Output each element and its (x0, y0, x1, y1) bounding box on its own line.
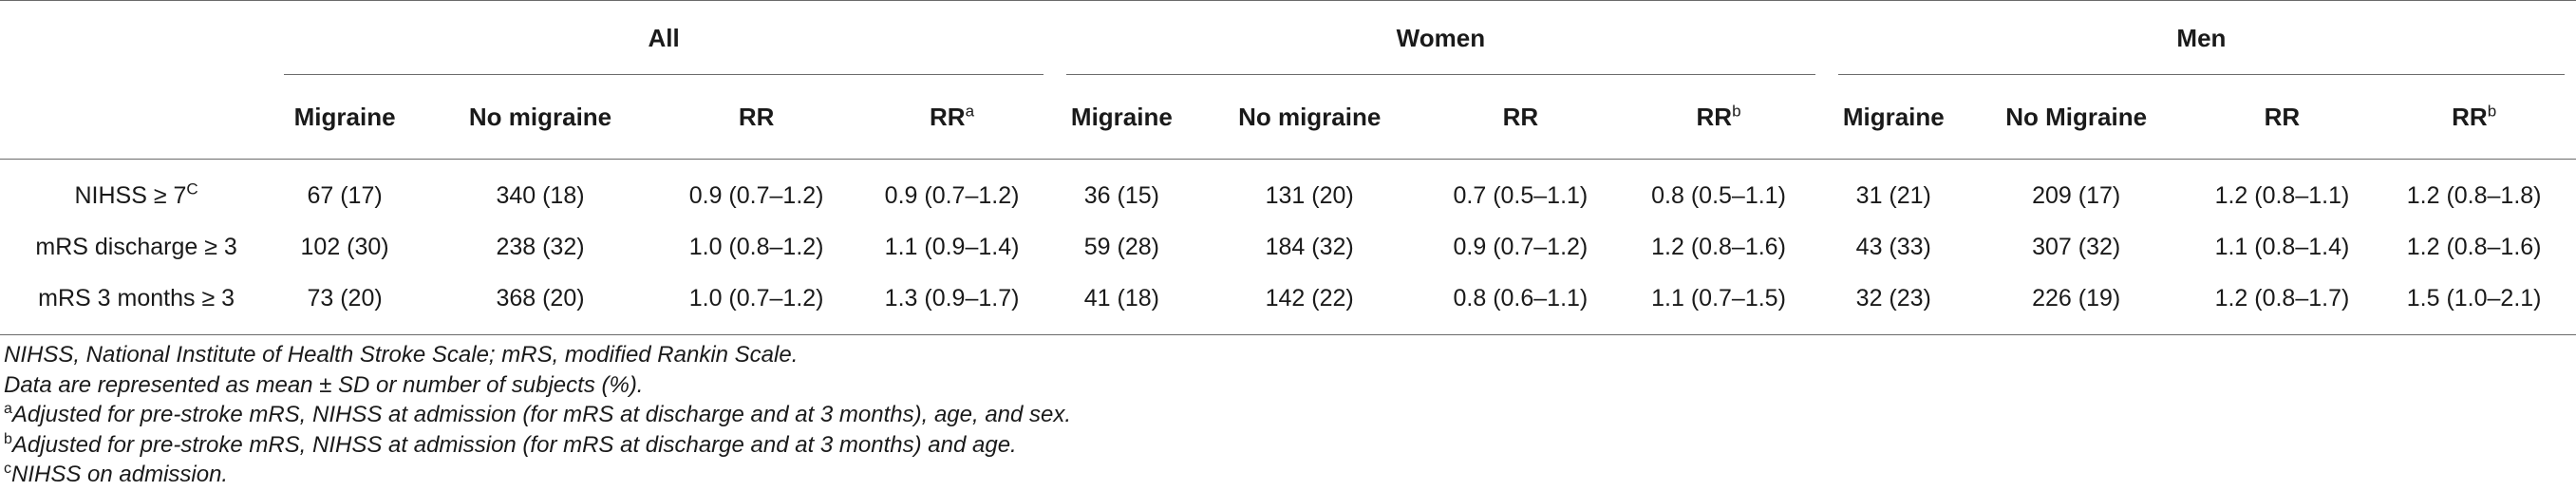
table-footnotes: NIHSS, National Institute of Health Stro… (4, 340, 1071, 490)
footnote: aAdjusted for pre-stroke mRS, NIHSS at a… (4, 401, 1072, 428)
row-label-header (0, 75, 273, 160)
table-cell: 1.2 (0.8–1.7) (2191, 272, 2373, 335)
table-cell: 238 (32) (496, 233, 585, 260)
group-header-men: Men (1827, 1, 2576, 75)
table-cell: 1.5 (1.0–2.1) (2372, 272, 2576, 335)
col-header: Migraine (1826, 75, 1961, 160)
table-cell: 340 (18) (496, 181, 585, 209)
col-header: RR (664, 75, 850, 160)
table-cell: 1.1 (0.8–1.4) (2214, 233, 2350, 260)
footnote: cNIHSS on admission. (4, 461, 229, 488)
table-row: mRS discharge ≥ 3 102 (30) 238 (32) 1.0 … (0, 222, 2576, 272)
table-cell: 1.2 (0.8–1.6) (1651, 233, 1786, 260)
footnote: bAdjusted for pre-stroke mRS, NIHSS at a… (4, 430, 1017, 458)
table-cell: 43 (33) (1855, 233, 1931, 260)
table-cell: 31 (21) (1855, 181, 1931, 209)
col-header: RRb (2372, 75, 2576, 160)
table-cell: 36 (15) (1083, 181, 1159, 209)
table-cell: 1.0 (0.8–1.2) (688, 233, 824, 260)
table-cell: 209 (17) (2032, 181, 2121, 209)
table-cell: 1.1 (0.9–1.4) (884, 233, 1020, 260)
col-header: Migraine (273, 75, 417, 160)
table-cell: 41 (18) (1054, 272, 1189, 335)
table-cell: 0.9 (0.7–1.2) (884, 181, 1020, 209)
footnote: NIHSS, National Institute of Health Stro… (4, 342, 799, 368)
table-cell: 1.2 (0.8–1.6) (2406, 233, 2542, 260)
table-cell: 307 (32) (2032, 233, 2121, 260)
table-cell: 368 (20) (416, 272, 665, 335)
col-header: RRa (849, 75, 1055, 160)
col-header: RR (1430, 75, 1611, 160)
table-cell: 142 (22) (1188, 272, 1431, 335)
table-cell: 0.8 (0.5–1.1) (1651, 181, 1786, 209)
col-header: Migraine (1054, 75, 1189, 160)
group-header-row: All Women Men (0, 1, 2576, 75)
table-cell: 59 (28) (1083, 233, 1159, 260)
table-cell: 1.2 (0.8–1.8) (2406, 181, 2542, 209)
results-table: All Women Men Migraine No migraine RR RR… (0, 0, 2576, 335)
col-header: No Migraine (1960, 75, 2192, 160)
table-cell: 32 (23) (1826, 272, 1961, 335)
col-header: RRb (1610, 75, 1827, 160)
table-cell: 102 (30) (300, 233, 389, 260)
table-cell: 73 (20) (273, 272, 417, 335)
table-cell: 226 (19) (1960, 272, 2192, 335)
col-header: No migraine (416, 75, 665, 160)
col-header: No migraine (1188, 75, 1431, 160)
table-cell: 67 (17) (307, 181, 383, 209)
table-row: mRS 3 months ≥ 3 73 (20) 368 (20) 1.0 (0… (0, 272, 2576, 335)
table-cell: 1.3 (0.9–1.7) (849, 272, 1055, 335)
group-header-all: All (273, 1, 1055, 75)
row-label: mRS 3 months ≥ 3 (0, 272, 273, 335)
group-header-women: Women (1055, 1, 1827, 75)
table-row: NIHSS ≥ 7C 67 (17) 340 (18) 0.9 (0.7–1.2… (0, 160, 2576, 223)
table-cell: 131 (20) (1265, 181, 1354, 209)
table-cell: 1.2 (0.8–1.1) (2214, 181, 2350, 209)
row-label: NIHSS ≥ 7C (74, 179, 198, 209)
row-label: mRS discharge ≥ 3 (35, 233, 237, 260)
table-cell: 0.9 (0.7–1.2) (688, 181, 824, 209)
table-cell: 1.0 (0.7–1.2) (664, 272, 850, 335)
footnote: Data are represented as mean ± SD or num… (4, 371, 644, 398)
table-cell: 0.8 (0.6–1.1) (1430, 272, 1611, 335)
col-header: RR (2191, 75, 2373, 160)
table-cell: 184 (32) (1265, 233, 1354, 260)
top-rule (0, 0, 2576, 1)
table-cell: 0.7 (0.5–1.1) (1453, 181, 1589, 209)
column-header-row: Migraine No migraine RR RRa Migraine No … (0, 75, 2576, 160)
table-cell: 1.1 (0.7–1.5) (1610, 272, 1827, 335)
table-cell: 0.9 (0.7–1.2) (1453, 233, 1589, 260)
corner-cell (0, 1, 273, 75)
